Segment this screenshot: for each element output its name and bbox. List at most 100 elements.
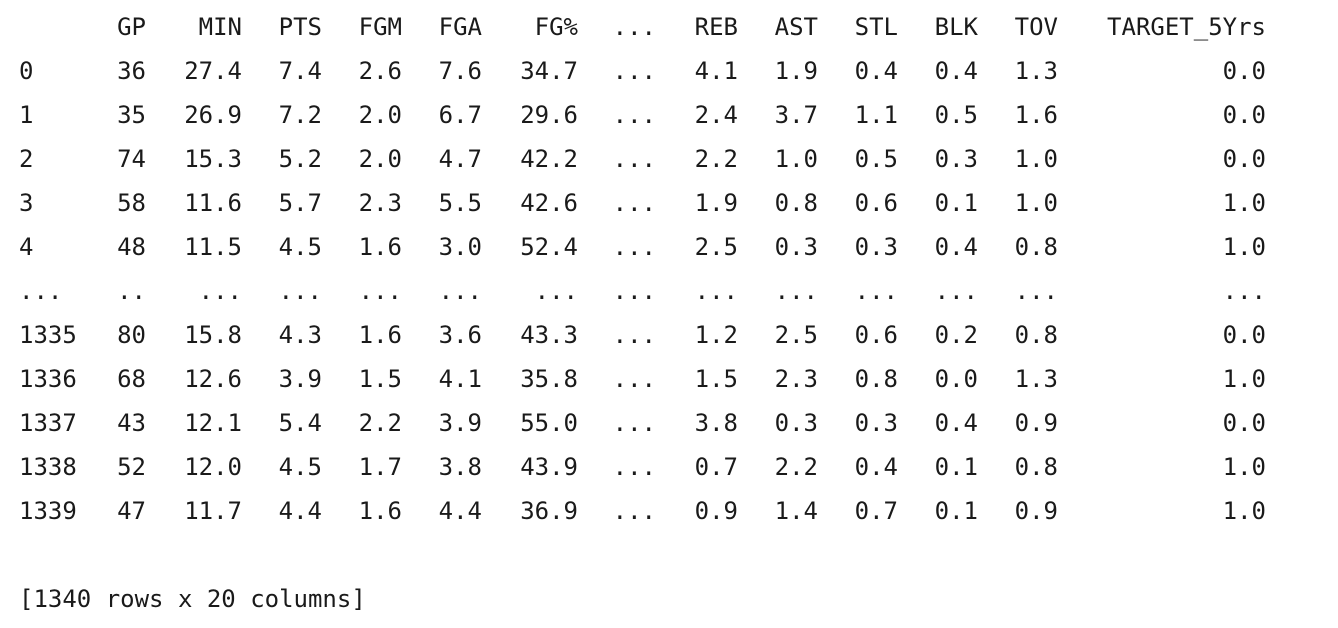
- column-header-fg-pct: FG%: [534, 13, 578, 41]
- cell-fga: 7.6: [438, 57, 482, 85]
- cell-fgm: 1.6: [358, 497, 402, 525]
- cell-blk: 0.4: [934, 57, 978, 85]
- cell-row-index: 1339: [19, 497, 77, 525]
- cell-reb: 1.2: [694, 321, 738, 349]
- cell-pts: 5.4: [278, 409, 322, 437]
- cell-blk: 0.4: [934, 233, 978, 261]
- cell-tov: 0.8: [1014, 453, 1058, 481]
- table-row: 4 48 11.5 4.5 1.6 3.0 52.4... 2.5 0.3 0.3 0.4 0.8 1.…: [0, 225, 1338, 269]
- cell-fga: ...: [438, 277, 482, 305]
- cell-fga: 6.7: [438, 101, 482, 129]
- cell-min: 12.6: [184, 365, 242, 393]
- cell-fga: 4.7: [438, 145, 482, 173]
- column-header-fgm: FGM: [358, 13, 402, 41]
- column-header-reb: REB: [694, 13, 738, 41]
- cell-target-5yrs: 1.0: [1222, 365, 1266, 393]
- cell-fg-pct: ...: [534, 277, 578, 305]
- cell-ellipsis: ...: [612, 497, 656, 525]
- column-header-stl: STL: [854, 13, 898, 41]
- cell-blk: 0.1: [934, 453, 978, 481]
- cell-min: 27.4: [184, 57, 242, 85]
- cell-tov: 0.9: [1014, 409, 1058, 437]
- cell-ellipsis: ...: [612, 233, 656, 261]
- cell-fga: 3.8: [438, 453, 482, 481]
- table-row: 0 36 27.4 7.4 2.6 7.6 34.7... 4.1 1.9 0.4 0.4 1.3 0.…: [0, 49, 1338, 93]
- cell-pts: 4.5: [278, 453, 322, 481]
- cell-min: 11.5: [184, 233, 242, 261]
- cell-gp: 48: [117, 233, 146, 261]
- cell-pts: 3.9: [278, 365, 322, 393]
- cell-blk: 0.5: [934, 101, 978, 129]
- column-header-ast: AST: [774, 13, 818, 41]
- cell-ast: 2.5: [774, 321, 818, 349]
- cell-min: 11.7: [184, 497, 242, 525]
- cell-row-index: 3: [19, 189, 34, 217]
- cell-row-index: 4: [19, 233, 34, 261]
- cell-tov: 0.9: [1014, 497, 1058, 525]
- cell-ellipsis: ...: [612, 277, 656, 305]
- cell-reb: 4.1: [694, 57, 738, 85]
- cell-stl: 0.4: [854, 57, 898, 85]
- cell-ellipsis: ...: [612, 57, 656, 85]
- table-row: 1335 80 15.8 4.3 1.6 3.6 43.3... 1.2 2.5 0.6 0.2 0.…: [0, 313, 1338, 357]
- cell-row-index: 1337: [19, 409, 77, 437]
- cell-min: 12.0: [184, 453, 242, 481]
- cell-min: 26.9: [184, 101, 242, 129]
- cell-blk: 0.1: [934, 497, 978, 525]
- cell-target-5yrs: 1.0: [1222, 233, 1266, 261]
- cell-ellipsis: ...: [612, 409, 656, 437]
- cell-reb: 1.5: [694, 365, 738, 393]
- cell-fg-pct: 52.4: [520, 233, 578, 261]
- cell-min: 12.1: [184, 409, 242, 437]
- cell-target-5yrs: 0.0: [1222, 57, 1266, 85]
- cell-pts: 5.7: [278, 189, 322, 217]
- cell-fgm: 2.6: [358, 57, 402, 85]
- cell-fgm: 1.5: [358, 365, 402, 393]
- cell-ellipsis: ...: [612, 365, 656, 393]
- cell-target-5yrs: 0.0: [1222, 321, 1266, 349]
- cell-pts: 4.5: [278, 233, 322, 261]
- cell-ast: 1.4: [774, 497, 818, 525]
- column-header-tov: TOV: [1014, 13, 1058, 41]
- cell-target-5yrs: 1.0: [1222, 189, 1266, 217]
- cell-pts: 4.3: [278, 321, 322, 349]
- cell-gp: 80: [117, 321, 146, 349]
- cell-fgm: 1.7: [358, 453, 402, 481]
- cell-pts: 7.4: [278, 57, 322, 85]
- cell-gp: 74: [117, 145, 146, 173]
- cell-stl: 0.4: [854, 453, 898, 481]
- cell-fgm: 2.3: [358, 189, 402, 217]
- cell-stl: 1.1: [854, 101, 898, 129]
- cell-target-5yrs: 0.0: [1222, 145, 1266, 173]
- cell-fga: 3.0: [438, 233, 482, 261]
- cell-pts: 7.2: [278, 101, 322, 129]
- cell-fgm: 2.0: [358, 101, 402, 129]
- cell-min: 15.8: [184, 321, 242, 349]
- dataframe-shape-summary: [1340 rows x 20 columns]: [19, 585, 366, 613]
- table-row: 1 35 26.9 7.2 2.0 6.7 29.6... 2.4 3.7 1.1 0.5 1.6 0.…: [0, 93, 1338, 137]
- cell-blk: 0.4: [934, 409, 978, 437]
- cell-target-5yrs: 1.0: [1222, 453, 1266, 481]
- cell-pts: 5.2: [278, 145, 322, 173]
- table-row: ........................................…: [0, 269, 1338, 313]
- cell-pts: ...: [278, 277, 322, 305]
- cell-fg-pct: 29.6: [520, 101, 578, 129]
- cell-row-index: 1: [19, 101, 34, 129]
- cell-min: ...: [198, 277, 242, 305]
- cell-row-index: 1336: [19, 365, 77, 393]
- cell-fg-pct: 42.6: [520, 189, 578, 217]
- table-header-row: GP MIN PTS FGM FGA FG% ... REB AST STL B…: [0, 5, 1338, 49]
- cell-blk: ...: [934, 277, 978, 305]
- cell-row-index: 0: [19, 57, 34, 85]
- cell-tov: 1.3: [1014, 365, 1058, 393]
- column-header-target-5yrs: TARGET_5Yrs: [1107, 13, 1266, 41]
- cell-min: 15.3: [184, 145, 242, 173]
- cell-tov: 1.0: [1014, 145, 1058, 173]
- cell-fg-pct: 34.7: [520, 57, 578, 85]
- cell-stl: 0.7: [854, 497, 898, 525]
- column-header-ellipsis: ...: [612, 13, 656, 41]
- table-row: 1336 68 12.6 3.9 1.5 4.1 35.8... 1.5 2.3 0.8 0.0 1.…: [0, 357, 1338, 401]
- cell-stl: 0.3: [854, 409, 898, 437]
- cell-reb: 0.7: [694, 453, 738, 481]
